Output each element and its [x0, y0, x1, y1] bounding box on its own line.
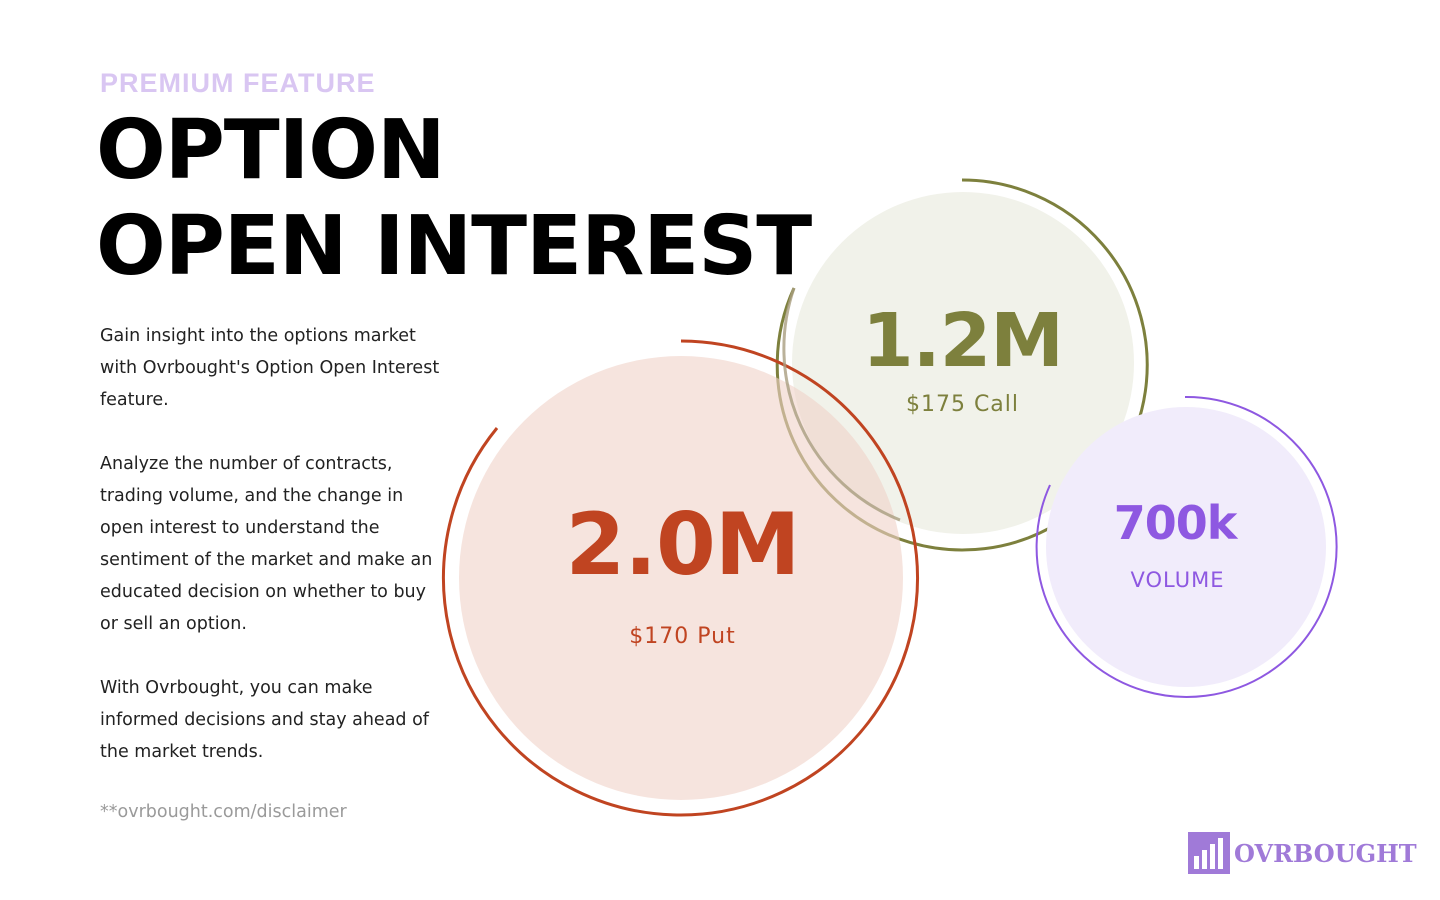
volume-bubble-fill — [1046, 407, 1326, 687]
title-line-1: OPTION — [96, 103, 446, 198]
bar-chart-logo-icon — [1188, 832, 1230, 874]
eyebrow-label: PREMIUM FEATURE — [100, 68, 376, 98]
volume-value: 700k — [1113, 496, 1238, 550]
volume-label: VOLUME — [1130, 568, 1225, 592]
closing-paragraph: With Ovrbought, you can make informed de… — [100, 678, 429, 762]
title-line-2: OPEN INTEREST — [96, 199, 812, 294]
put-bubble-fill — [459, 356, 903, 800]
analysis-paragraph: Analyze the number of contracts, trading… — [100, 454, 433, 634]
put-bubble-ring — [442, 339, 919, 817]
disclaimer-link[interactable]: **ovrbought.com/disclaimer — [100, 802, 347, 822]
put-strike-label: $170 Put — [629, 624, 736, 649]
page-title: OPTION OPEN INTEREST — [96, 103, 812, 295]
brand-name: OVRBOUGHT — [1234, 838, 1417, 868]
call-bubble-ring-overlap — [782, 287, 901, 522]
brand-logo[interactable]: OVRBOUGHT — [1188, 832, 1417, 874]
intro-paragraph: Gain insight into the options market wit… — [100, 326, 440, 410]
call-strike-label: $175 Call — [905, 392, 1020, 417]
volume-bubble-ring — [1035, 395, 1338, 698]
call-open-interest-value: 1.2M — [862, 298, 1064, 384]
put-open-interest-value: 2.0M — [565, 495, 801, 595]
